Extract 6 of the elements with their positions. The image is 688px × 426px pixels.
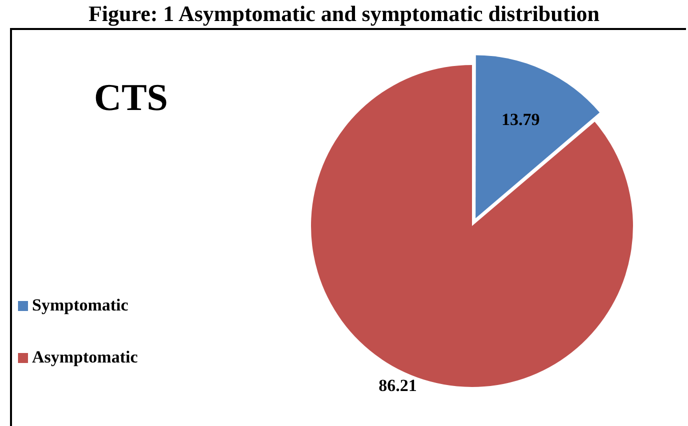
data-label: 13.79 [502,110,540,130]
legend-label: Asymptomatic [32,347,138,366]
legend-label: Symptomatic [32,295,129,314]
data-label: 86.21 [378,376,417,396]
chart-title: Figure: 1 Asymptomatic and symptomatic distribution [87,0,601,28]
text: CTS [94,76,168,119]
